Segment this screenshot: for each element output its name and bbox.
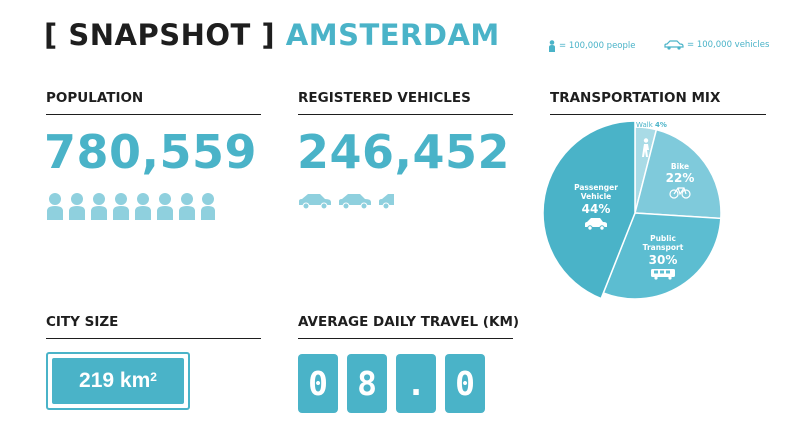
slice-name-passenger-2: Vehicle [580, 192, 612, 202]
person-icon [179, 193, 195, 220]
slice-name-walk: Walk [636, 121, 653, 129]
travel-digit-3: 0 [445, 354, 485, 413]
title-bracket: [ SNAPSHOT ] [44, 18, 276, 52]
person-icon [549, 40, 555, 52]
title-city: AMSTERDAM [285, 18, 500, 52]
travel-digit-2: 8 [347, 354, 387, 413]
slice-pct-public: 30% [648, 252, 678, 267]
walker-icon [642, 138, 649, 157]
car-icon-partial [379, 194, 394, 210]
person-icon-partial [201, 193, 215, 220]
pie-slice-passenger-vehicle [542, 120, 636, 300]
slice-label-passenger: Passenger Vehicle 44% [572, 183, 620, 233]
legend-vehicle: = 100,000 vehicles [664, 40, 769, 50]
slice-name-passenger-1: Passenger [574, 183, 618, 192]
page-title: [ SNAPSHOT ] AMSTERDAM [44, 18, 500, 52]
population-icons [46, 190, 215, 220]
person-icon [135, 193, 151, 220]
slice-pct-passenger: 44% [581, 201, 611, 216]
population-heading: POPULATION [46, 90, 261, 115]
pie-slice-bike [634, 128, 722, 220]
city-size-value: 219 km [79, 369, 151, 392]
slice-name-bike: Bike [670, 162, 690, 171]
legend-person-label: = 100,000 people [559, 41, 636, 51]
person-icon [157, 193, 173, 220]
legend-vehicle-label: = 100,000 vehicles [687, 40, 770, 50]
travel-odometer: 0 8 . 0 [298, 354, 485, 413]
car-icon [339, 194, 371, 210]
pie-slice-public-transport [602, 212, 722, 300]
slice-pct-bike: 22% [665, 171, 695, 186]
person-icon [69, 193, 85, 220]
person-icon [113, 193, 129, 220]
travel-digit-1: 0 [298, 354, 338, 413]
vehicles-icons [298, 192, 395, 210]
car-icon [299, 194, 331, 210]
city-size-box: 219 km 2 [46, 352, 190, 410]
bicycle-icon [669, 187, 691, 199]
city-size-heading: CITY SIZE [46, 314, 261, 339]
car-icon [585, 217, 607, 231]
slice-label-public: Public Transport 30% [641, 234, 685, 282]
legend-person: = 100,000 people [548, 40, 636, 52]
transport-heading: TRANSPORTATION MIX [550, 90, 766, 115]
travel-heading: AVERAGE DAILY TRAVEL (KM) [298, 314, 519, 339]
slice-name-public-1: Public [650, 234, 676, 243]
vehicles-heading: REGISTERED VEHICLES [298, 90, 513, 115]
city-size-value-box: 219 km 2 [52, 358, 184, 404]
person-icon [47, 193, 63, 220]
vehicles-value: 246,452 [297, 125, 511, 179]
transport-pie-chart [542, 120, 722, 300]
city-size-unit-sup: 2 [150, 370, 157, 384]
person-icon [91, 193, 107, 220]
population-value: 780,559 [44, 125, 258, 179]
car-icon [664, 40, 684, 50]
bus-icon [651, 268, 675, 280]
travel-digit-decimal: . [396, 354, 436, 413]
slice-pct-walk: 4% [655, 121, 667, 129]
slice-label-walk: Walk 4% [636, 121, 667, 129]
slice-name-public-2: Transport [642, 243, 684, 253]
slice-label-bike: Bike 22% [660, 162, 700, 202]
